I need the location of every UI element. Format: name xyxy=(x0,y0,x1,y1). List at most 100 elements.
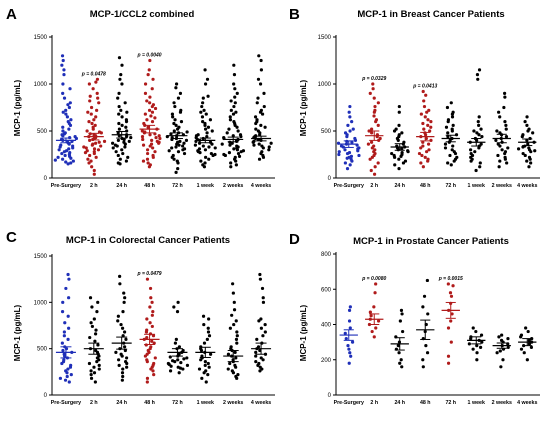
data-point xyxy=(372,305,376,309)
data-point xyxy=(95,91,99,95)
data-point xyxy=(232,104,236,109)
data-point xyxy=(528,157,532,161)
data-point xyxy=(443,142,448,146)
panel-d: D MCP-1 in Prostate Cancer Patients MCP-… xyxy=(289,231,540,406)
data-point xyxy=(399,154,403,158)
data-point xyxy=(126,155,130,159)
data-point xyxy=(202,108,206,112)
panel-c: C MCP-1 in Colorectal Cancer Patients MC… xyxy=(6,229,275,406)
data-point xyxy=(450,148,454,152)
data-point xyxy=(66,314,70,318)
data-point xyxy=(479,127,483,131)
data-point xyxy=(226,367,230,371)
data-point xyxy=(60,54,65,58)
data-point xyxy=(173,104,177,109)
data-point xyxy=(348,326,352,330)
data-point xyxy=(373,165,377,169)
data-point xyxy=(197,367,202,371)
data-point xyxy=(172,101,176,105)
data-point xyxy=(87,82,91,86)
data-point xyxy=(347,319,352,323)
data-point xyxy=(121,310,125,314)
data-point xyxy=(149,367,153,371)
series-2 xyxy=(83,296,104,384)
axes: 0 500 1000 1500 Pre-Surgery 2 h 24 h 48 h 72 h 1 … xyxy=(34,254,275,406)
data-point xyxy=(120,148,124,152)
data-point xyxy=(506,345,510,350)
y-tick-label: 1500 xyxy=(34,254,48,260)
data-point xyxy=(233,101,237,105)
data-point xyxy=(145,118,149,122)
data-point xyxy=(501,358,505,362)
data-point xyxy=(125,365,129,369)
data-point xyxy=(506,342,510,346)
data-point xyxy=(403,159,408,163)
data-point xyxy=(497,335,501,339)
data-point xyxy=(95,360,99,364)
data-point xyxy=(88,99,92,103)
data-point xyxy=(446,361,451,365)
data-point xyxy=(117,104,121,109)
x-tick-label: 4 weeks xyxy=(517,183,537,189)
data-point xyxy=(262,104,266,109)
data-point xyxy=(150,138,154,142)
data-point xyxy=(177,345,182,349)
data-point xyxy=(121,374,125,379)
data-point xyxy=(368,310,372,314)
data-point xyxy=(53,158,57,162)
data-point xyxy=(503,120,507,124)
y-tick-label: 600 xyxy=(321,287,332,293)
data-point xyxy=(121,334,125,338)
data-point xyxy=(176,300,180,304)
data-point xyxy=(446,282,450,286)
data-point xyxy=(145,360,149,364)
x-tick-label: 4 weeks xyxy=(517,400,537,406)
data-point xyxy=(203,363,207,367)
data-point xyxy=(124,159,129,163)
series-2: p = 0.0329 xyxy=(361,76,386,176)
data-point xyxy=(422,104,427,109)
data-point xyxy=(467,342,471,346)
data-point xyxy=(232,322,236,327)
data-point xyxy=(450,112,455,116)
data-point xyxy=(99,131,103,135)
data-point xyxy=(337,152,341,157)
data-point xyxy=(503,157,507,161)
data-point xyxy=(89,159,93,163)
data-point xyxy=(96,96,100,100)
data-point xyxy=(146,125,150,129)
data-point xyxy=(96,343,100,347)
data-point xyxy=(143,82,148,86)
data-point xyxy=(451,144,455,148)
panel-letter: C xyxy=(6,229,17,246)
data-point xyxy=(64,286,68,291)
data-point xyxy=(120,378,124,382)
data-point xyxy=(148,133,152,137)
data-point xyxy=(446,354,451,358)
x-tick-label: 48 h xyxy=(420,400,431,406)
data-point xyxy=(229,165,233,169)
data-point xyxy=(90,143,94,147)
data-point xyxy=(89,376,94,380)
data-point xyxy=(173,341,178,345)
data-point xyxy=(62,334,66,338)
x-tick-label: 72 h xyxy=(172,400,183,406)
data-point xyxy=(346,344,350,348)
data-point xyxy=(203,82,208,86)
data-point xyxy=(94,80,98,84)
data-point xyxy=(168,355,172,359)
data-point xyxy=(172,305,176,309)
data-point xyxy=(259,58,263,63)
data-point xyxy=(232,147,236,151)
series-7 xyxy=(220,63,246,169)
data-point xyxy=(68,101,72,105)
data-point xyxy=(235,125,239,129)
y-axis-label: MCP-1 (pg/mL) xyxy=(13,79,22,136)
data-point xyxy=(258,272,262,277)
data-point xyxy=(252,143,256,147)
data-point xyxy=(231,371,236,375)
data-point xyxy=(421,121,425,126)
data-point xyxy=(150,87,154,91)
data-point xyxy=(469,337,473,341)
x-tick-label: 48 h xyxy=(420,183,431,189)
